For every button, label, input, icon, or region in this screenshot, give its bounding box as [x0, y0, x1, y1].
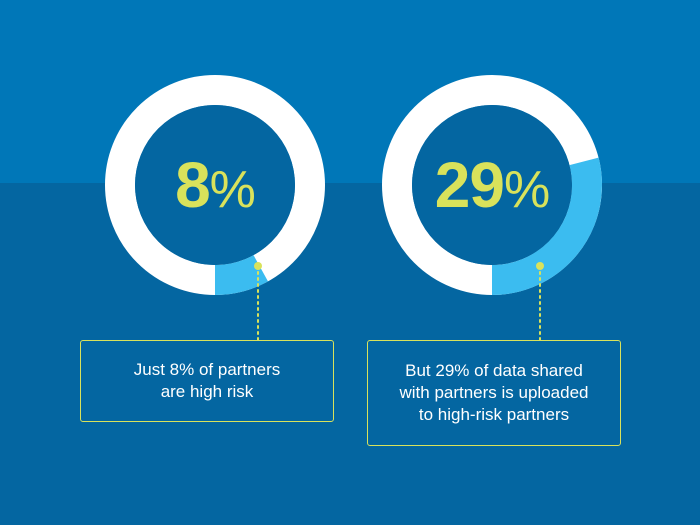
caption-line: Just 8% of partners — [133, 360, 281, 379]
connector-dot-data-shared — [536, 262, 544, 270]
caption-line: are high risk — [160, 382, 254, 401]
caption-line: with partners is uploaded — [399, 383, 589, 402]
percent-label-partners: 8% — [115, 153, 315, 222]
percent-symbol-partners: % — [209, 161, 256, 219]
percent-number-data-shared: 29 — [434, 149, 505, 221]
donut-segment-data-shared — [491, 157, 602, 295]
caption-box-partners: Just 8% of partners are high risk — [80, 340, 334, 422]
donut-center-partners — [135, 105, 295, 265]
caption-text-partners: Just 8% of partners are high risk — [134, 359, 280, 403]
donut-segment-partners — [214, 254, 268, 295]
caption-line: But 29% of data shared — [405, 361, 583, 380]
percent-number-partners: 8 — [175, 149, 211, 221]
caption-text-data-shared: But 29% of data shared with partners is … — [399, 360, 588, 426]
caption-line: to high-risk partners — [418, 405, 570, 424]
donut-center-data-shared — [412, 105, 572, 265]
donut-chart-data-shared — [382, 75, 602, 341]
donut-chart-partners — [105, 75, 325, 341]
percent-label-data-shared: 29% — [392, 153, 592, 222]
percent-symbol-data-shared: % — [503, 161, 550, 219]
connector-dot-partners — [254, 262, 262, 270]
caption-box-data-shared: But 29% of data shared with partners is … — [367, 340, 621, 446]
